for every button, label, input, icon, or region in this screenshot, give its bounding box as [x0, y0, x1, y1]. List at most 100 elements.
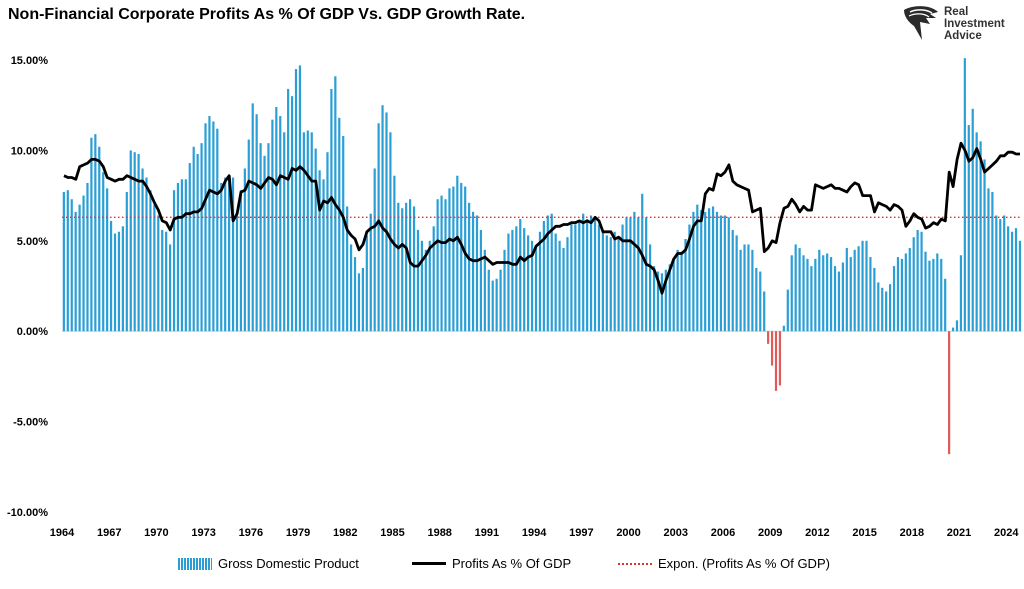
legend-label-trend: Expon. (Profits As % Of GDP): [658, 556, 830, 571]
gdp-bar: [912, 237, 915, 332]
gdp-bar: [601, 231, 604, 332]
gdp-bar: [196, 154, 199, 332]
y-tick-label: -10.00%: [7, 507, 48, 519]
gdp-bar: [432, 226, 435, 332]
x-tick-label: 2018: [900, 527, 924, 539]
gdp-bar: [672, 258, 675, 332]
gdp-bar: [287, 88, 290, 332]
gdp-bar: [625, 217, 628, 332]
gdp-bar: [916, 229, 919, 332]
gdp-bar: [290, 96, 294, 332]
gdp-bar: [692, 211, 695, 332]
gdp-bar: [940, 258, 943, 332]
x-tick-label: 1964: [50, 527, 75, 539]
gdp-bar: [877, 282, 880, 332]
gdp-bar: [349, 244, 353, 332]
gdp-bar: [782, 325, 785, 332]
gdp-bar: [798, 248, 801, 332]
gdp-bar: [971, 108, 974, 332]
x-tick-label: 1991: [475, 527, 499, 539]
gdp-bar: [582, 213, 585, 332]
gdp-bar: [440, 195, 443, 332]
gdp-bar: [888, 284, 892, 332]
x-tick-label: 2012: [805, 527, 829, 539]
gdp-bar: [826, 253, 829, 332]
gdp-bar: [869, 257, 872, 332]
gdp-bar: [786, 289, 789, 332]
gdp-bar: [294, 69, 298, 332]
gdp-bar: [845, 248, 848, 332]
gdp-bar: [562, 248, 565, 332]
gdp-bar: [145, 177, 148, 332]
gdp-bar: [369, 213, 372, 332]
y-tick-label: 15.00%: [11, 55, 49, 67]
x-tick-label: 1979: [286, 527, 310, 539]
gdp-bar: [963, 58, 966, 332]
gdp-bar: [841, 262, 844, 332]
gdp-bar: [424, 249, 427, 332]
gdp-bar: [719, 215, 723, 332]
legend-label-profits: Profits As % Of GDP: [452, 556, 572, 571]
gdp-bar: [519, 219, 522, 332]
gdp-bar: [448, 188, 451, 332]
gdp-bar: [200, 143, 203, 332]
gdp-bar: [511, 229, 514, 332]
gdp-bar: [176, 182, 180, 332]
gdp-bar: [727, 217, 730, 332]
gdp-bar: [609, 237, 612, 332]
gdp-bar: [873, 267, 876, 332]
gdp-bar: [987, 188, 990, 332]
gdp-bar: [161, 229, 164, 332]
gdp-bar: [641, 193, 644, 332]
gdp-bar: [857, 246, 860, 332]
x-tick-label: 1982: [333, 527, 357, 539]
gdp-bar: [381, 105, 384, 332]
gdp-bar: [157, 215, 160, 332]
gdp-bar: [837, 271, 841, 332]
gdp-bar: [829, 257, 833, 332]
gdp-bar: [959, 255, 963, 332]
gdp-bar: [74, 211, 77, 332]
gdp-bar: [684, 238, 687, 332]
gdp-bar: [979, 141, 982, 332]
gdp-bar: [920, 231, 923, 332]
gdp-bar: [589, 215, 593, 332]
gdp-bar: [247, 139, 250, 332]
gdp-bar: [346, 206, 349, 332]
gdp-bar: [896, 257, 900, 332]
gdp-bar: [165, 231, 168, 332]
gdp-bar: [822, 255, 825, 332]
y-tick-label: 5.00%: [17, 236, 48, 248]
gdp-bar: [747, 244, 750, 332]
gdp-bar: [743, 244, 746, 332]
gdp-bar: [853, 249, 856, 332]
gdp-bar: [184, 179, 187, 332]
gdp-bar: [1007, 226, 1010, 332]
gdp-bar: [389, 132, 392, 332]
gdp-bar: [735, 235, 738, 332]
gdp-bar: [503, 249, 506, 332]
x-tick-label: 1976: [239, 527, 263, 539]
gdp-bar: [239, 190, 243, 332]
gdp-bar: [279, 116, 282, 332]
gdp-bar: [613, 231, 616, 332]
gdp-bar: [550, 213, 553, 332]
gdp-bar: [633, 211, 636, 332]
gdp-bar: [444, 199, 447, 332]
gdp-bar: [688, 224, 691, 332]
x-tick-label: 1988: [427, 527, 451, 539]
gdp-bar: [133, 152, 136, 332]
logo-text: Real Investment Advice: [944, 6, 1005, 42]
gdp-bar: [656, 271, 660, 332]
gdp-bar: [468, 202, 471, 332]
gdp-bar: [377, 123, 380, 332]
gdp-bar: [759, 271, 762, 332]
gdp-bar: [342, 135, 345, 332]
chart-title: Non-Financial Corporate Profits As % Of …: [8, 6, 526, 23]
x-tick-label: 2015: [852, 527, 876, 539]
gdp-bar: [228, 179, 231, 332]
gdp-bar: [471, 211, 475, 332]
gdp-bar: [778, 331, 782, 386]
x-tick-label: 2009: [758, 527, 782, 539]
